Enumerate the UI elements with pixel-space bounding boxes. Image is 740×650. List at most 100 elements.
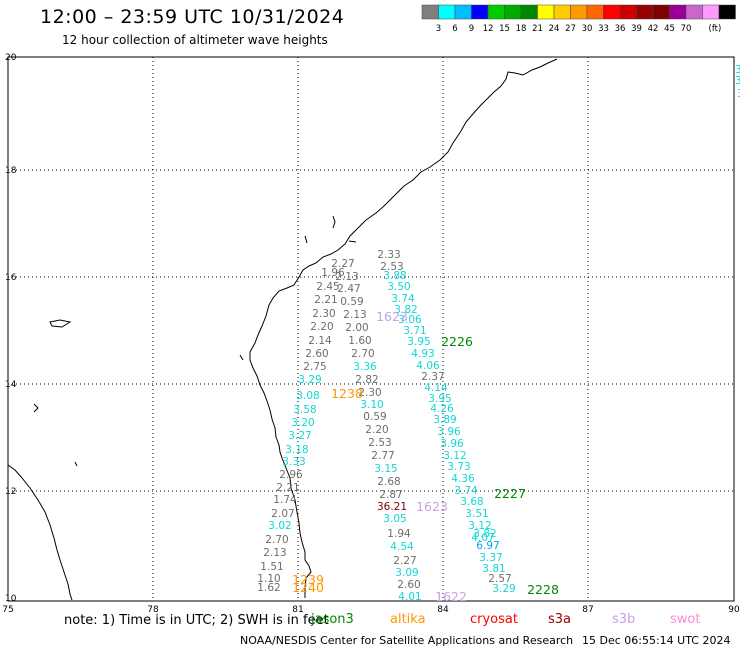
pass-time-label: 1623 — [376, 309, 408, 324]
color-swatch — [570, 4, 588, 20]
wave-height-value: 1.51 — [260, 561, 283, 573]
altimeter-tracks: 2.271.962.132.472.452.212.302.202.142.60… — [257, 249, 515, 603]
wave-height-value: 2.77 — [371, 450, 394, 462]
edge-wave-value: 3 — [737, 88, 740, 100]
note-text: note: 1) Time is in UTC; 2) SWH is in fe… — [64, 613, 329, 628]
color-swatch — [421, 4, 439, 20]
wave-height-value: 3.81 — [482, 563, 505, 575]
wave-height-value: 2.27 — [393, 555, 416, 567]
color-scale-label: 70 — [681, 24, 692, 34]
wave-height-value: 4.93 — [411, 348, 434, 360]
wave-height-value: 2.21 — [276, 482, 299, 494]
wave-height-value: 2.87 — [379, 489, 402, 501]
pass-time-label: 1622 — [435, 589, 467, 604]
color-swatch — [537, 4, 555, 20]
wave-height-value: 3.05 — [383, 513, 406, 525]
wave-height-value: 2.30 — [312, 308, 335, 320]
wave-height-value: 3.12 — [468, 520, 491, 532]
map-title: 12:00 – 23:59 UTC 10/31/2024 — [40, 6, 345, 28]
wave-height-value: 2.60 — [305, 348, 328, 360]
wave-height-value: 3.89 — [433, 414, 456, 426]
color-scale-label: 33 — [598, 24, 609, 34]
pass-time-label: 2228 — [527, 582, 559, 597]
color-swatch — [636, 4, 654, 20]
wave-height-value: 2.20 — [310, 321, 333, 333]
map-frame — [7, 56, 735, 602]
wave-height-value: 2.68 — [377, 476, 400, 488]
tick-labels: 75 78 81 84 87 90 10 12 14 16 18 20 — [2, 53, 740, 615]
wave-height-value: 4.01 — [398, 591, 421, 603]
color-swatch — [471, 4, 489, 20]
wave-height-value: 3.82 — [394, 304, 417, 316]
wave-height-value: 2.60 — [397, 579, 420, 591]
color-scale-bar: 3 6 9 12 15 18 21 24 27 30 33 36 39 42 45 70 (ft) — [421, 4, 736, 34]
wave-height-value: 2.45 — [316, 281, 339, 293]
color-swatch — [504, 4, 522, 20]
color-swatch — [586, 4, 604, 20]
wave-height-value: 1.94 — [387, 528, 411, 540]
wave-height-value: 3.08 — [296, 390, 319, 402]
wave-height-value: 2.14 — [308, 335, 332, 347]
legend-s3a: s3a — [548, 612, 572, 627]
wave-height-value: 2.33 — [377, 249, 400, 261]
x-tick-label: 84 — [437, 605, 449, 615]
x-tick-label: 87 — [582, 605, 593, 615]
wave-height-value: 2.82 — [355, 374, 378, 386]
wave-height-value: 2.30 — [358, 387, 381, 399]
y-tick-label: 14 — [5, 380, 17, 390]
wave-height-value: 2.70 — [351, 348, 374, 360]
wave-height-value: 2.75 — [303, 361, 326, 373]
color-swatch — [454, 4, 472, 20]
wave-height-value: 3.36 — [353, 361, 377, 373]
wave-height-value: 3.96 — [437, 426, 461, 438]
color-scale-label: 30 — [582, 24, 593, 34]
pass-time-label: 2226 — [441, 334, 473, 349]
wave-height-value: 1.60 — [348, 335, 371, 347]
y-tick-label: 12 — [5, 487, 16, 497]
wave-height-value: 3.09 — [395, 567, 418, 579]
y-tick-label: 20 — [5, 53, 17, 63]
wave-height-value: 4.14 — [424, 382, 448, 394]
wave-height-value: 3.18 — [285, 444, 308, 456]
color-swatch — [438, 4, 456, 20]
wave-height-value: 3.74 — [454, 485, 478, 497]
wave-height-value: 3.82 — [473, 528, 496, 540]
wave-height-value: 0.59 — [363, 411, 386, 423]
color-scale-label: 12 — [483, 24, 494, 34]
wave-height-value: 3.51 — [465, 508, 488, 520]
wave-height-value: 3.20 — [291, 417, 314, 429]
color-swatch — [603, 4, 621, 20]
wave-height-value: 4.07 — [471, 532, 494, 544]
color-swatch — [553, 4, 571, 20]
wave-height-value: 3.06 — [398, 314, 422, 326]
color-scale-label: 45 — [664, 24, 675, 34]
wave-height-value: 3.50 — [387, 281, 410, 293]
color-swatch — [487, 4, 505, 20]
wave-height-value: 4.36 — [451, 473, 475, 485]
wave-height-value: 3.29 — [298, 374, 321, 386]
wave-height-value: 3.29 — [492, 583, 515, 595]
color-scale-label: 36 — [615, 24, 626, 34]
wave-height-value: 3.95 — [428, 393, 451, 405]
wave-height-value: 3.15 — [374, 463, 397, 475]
wave-height-value: 4.54 — [390, 541, 414, 553]
color-scale-label: 42 — [648, 24, 659, 34]
wave-height-value: 2.20 — [365, 424, 388, 436]
wave-height-value: 3.96 — [440, 438, 464, 450]
x-tick-label: 90 — [728, 605, 740, 615]
wave-height-value: 1.74 — [273, 494, 297, 506]
wave-height-value: 2.07 — [271, 508, 294, 520]
wave-height-value: 3.37 — [479, 552, 502, 564]
wave-height-value: 2.57 — [488, 573, 511, 585]
color-swatch — [652, 4, 670, 20]
wave-height-value: 2.53 — [368, 437, 391, 449]
wave-height-value: 3.88 — [383, 270, 406, 282]
wave-height-value: 3.95 — [407, 336, 430, 348]
color-scale-label: 15 — [499, 24, 510, 34]
wave-height-value: 2.70 — [265, 534, 288, 546]
wave-height-value: 3.71 — [403, 325, 426, 337]
color-scale-label: 3 — [436, 24, 441, 34]
pass-time-label: 1623 — [416, 499, 448, 514]
